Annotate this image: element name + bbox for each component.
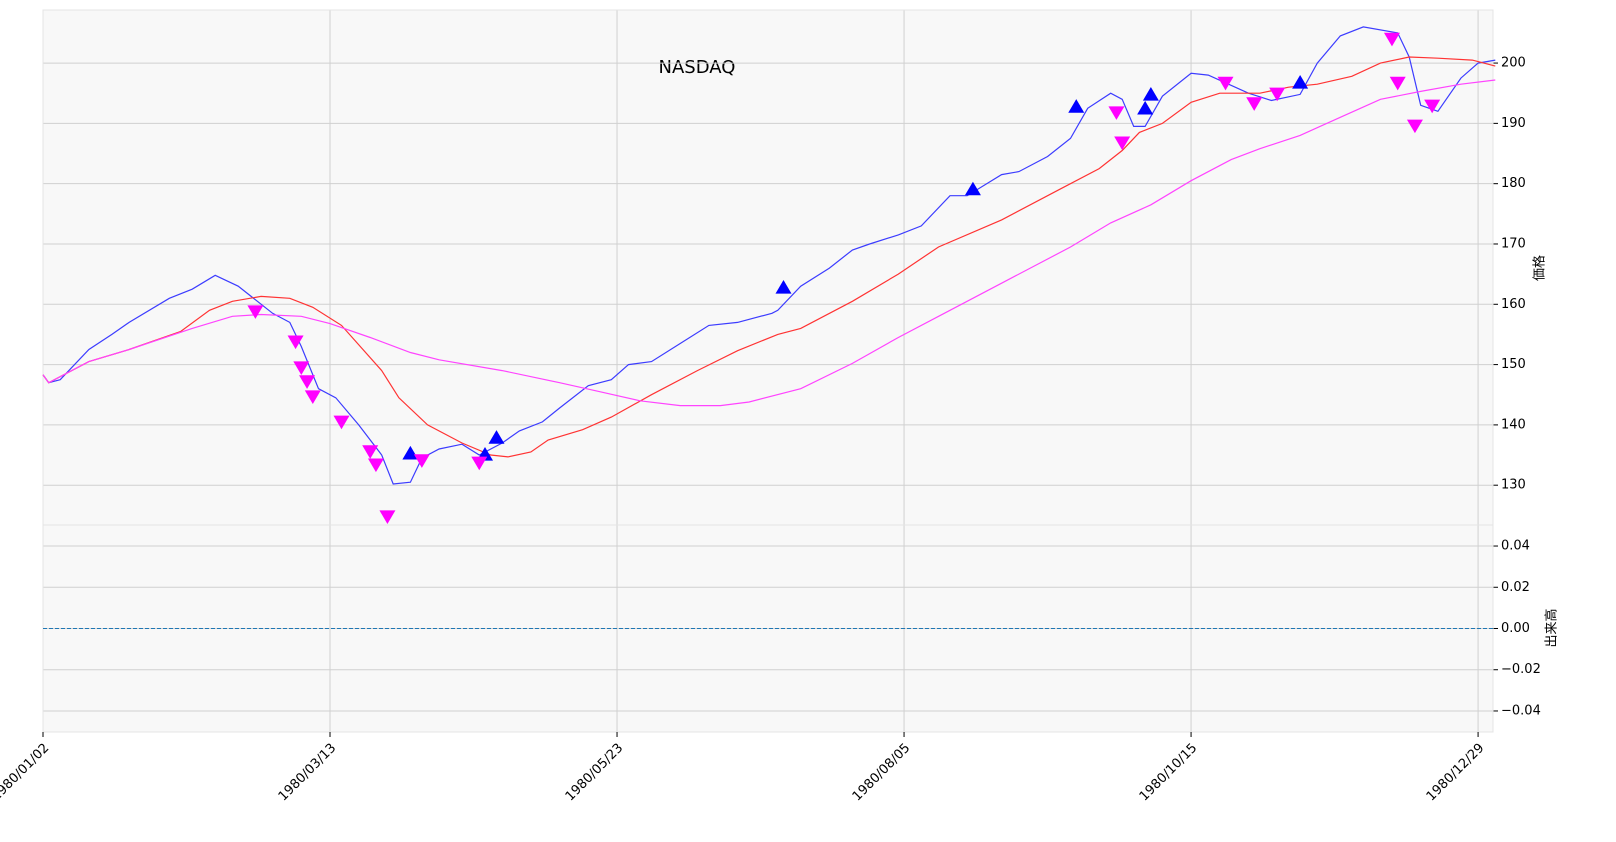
sell-marker: [1108, 106, 1125, 120]
sell-marker: [379, 510, 396, 524]
sell-marker: [1406, 119, 1423, 134]
sell-marker: [1383, 32, 1400, 47]
y-axis-label: 出来高: [1544, 608, 1560, 647]
sell-marker: [299, 375, 316, 389]
y-tick-label: 0.00: [1501, 621, 1530, 636]
y-tick-label: 200: [1501, 56, 1526, 71]
buy-marker: [775, 280, 792, 294]
y-tick-label: 180: [1501, 176, 1526, 191]
y-tick-label: 0.04: [1501, 539, 1530, 554]
sell-marker: [287, 335, 304, 350]
sell-marker: [247, 305, 264, 319]
buy-marker: [964, 181, 981, 196]
y-tick-label: 170: [1501, 236, 1526, 251]
buy-marker: [1137, 100, 1154, 115]
sell-marker: [1389, 76, 1406, 91]
line-series: [42, 26, 1496, 485]
y-tick-label: 190: [1501, 116, 1526, 131]
x-tick-label: 1980/01/02: [0, 741, 52, 805]
buy-marker: [1068, 99, 1085, 113]
buy-marker: [488, 430, 505, 444]
sell-marker: [367, 458, 384, 473]
buy-marker: [1142, 87, 1159, 101]
x-tick-label: 1980/05/23: [563, 741, 627, 805]
x-tick-label: 1980/10/15: [1137, 741, 1201, 805]
x-tick-label: 1980/03/13: [276, 741, 340, 805]
chart-title: NASDAQ: [659, 57, 736, 78]
y-tick-label: 140: [1501, 417, 1526, 432]
sell-marker: [1269, 87, 1286, 102]
y-tick-label: 160: [1501, 297, 1526, 312]
x-tick-label: 1980/12/29: [1424, 741, 1488, 805]
y-axis-label: 価格: [1532, 255, 1548, 281]
y-tick-label: 0.02: [1501, 580, 1530, 595]
sell-marker: [1217, 76, 1234, 91]
sell-marker: [333, 415, 350, 430]
sell-marker: [413, 454, 430, 468]
y-tick-label: 150: [1501, 357, 1526, 372]
buy-marker: [1292, 74, 1309, 89]
sell-marker: [304, 390, 321, 404]
y-tick-label: −0.04: [1501, 703, 1541, 718]
x-tick-label: 1980/08/05: [850, 741, 914, 805]
sell-marker: [362, 445, 379, 459]
plot-background: [43, 10, 1493, 732]
y-tick-label: 130: [1501, 478, 1526, 493]
y-tick-label: −0.02: [1501, 662, 1541, 677]
sell-marker: [1246, 97, 1263, 111]
sell-marker: [1424, 99, 1441, 114]
sell-marker: [471, 456, 488, 471]
sell-marker: [1114, 136, 1131, 151]
sell-marker: [293, 361, 310, 376]
buy-marker: [402, 445, 419, 460]
